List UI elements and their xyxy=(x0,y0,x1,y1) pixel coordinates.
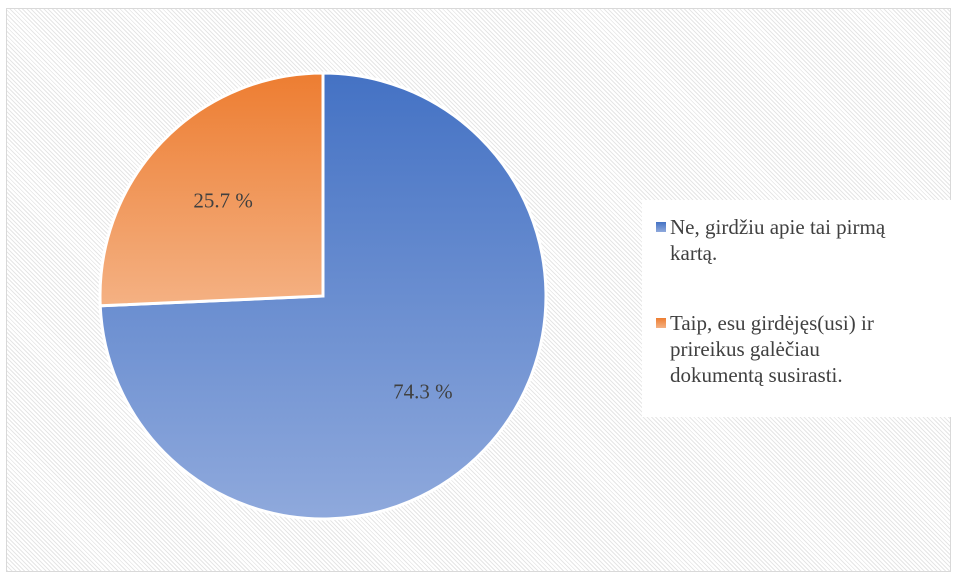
legend-label-taip-line2: prireikus galėčiau xyxy=(670,337,820,361)
legend-label-taip-line3: dokumentą susirasti. xyxy=(670,363,843,387)
legend-label-ne-line2: kartą. xyxy=(670,241,718,265)
legend: Ne, girdžiu apie tai pirmą kartą. Taip, … xyxy=(642,200,954,417)
legend-label-taip-line1: Taip, esu girdėjęs(usi) ir xyxy=(670,311,874,335)
legend-swatch-taip xyxy=(656,318,666,328)
data-label-ne: 74.3 % xyxy=(393,380,453,404)
legend-label-ne-line1: Ne, girdžiu apie tai pirmą xyxy=(670,215,886,239)
pie-chart: 74.3 % 25.7 % xyxy=(98,71,548,521)
legend-item-ne: Ne, girdžiu apie tai pirmą kartą. xyxy=(656,214,885,266)
legend-item-taip: Taip, esu girdėjęs(usi) ir prireikus gal… xyxy=(656,310,874,388)
chart-area: 74.3 % 25.7 % Ne, girdžiu apie tai pirmą … xyxy=(6,8,954,572)
pie-slice-taip xyxy=(98,71,325,308)
legend-swatch-ne xyxy=(656,222,666,232)
data-label-taip: 25.7 % xyxy=(193,188,253,212)
